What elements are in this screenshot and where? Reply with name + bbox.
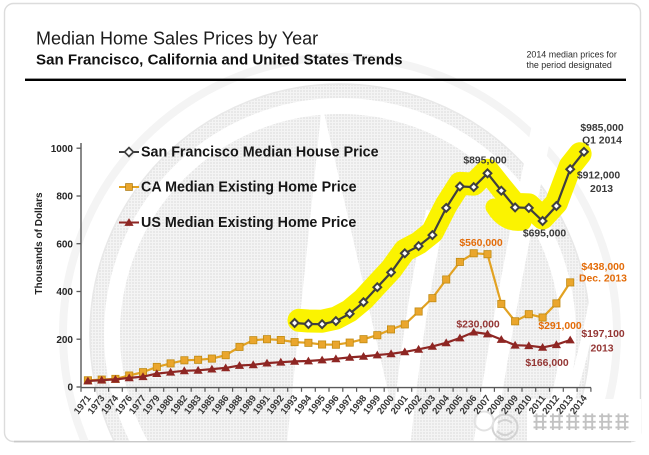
- svg-text:$291,000: $291,000: [538, 321, 582, 332]
- svg-text:200: 200: [56, 335, 73, 346]
- svg-text:San Francisco Median House Pri: San Francisco Median House Price: [141, 145, 379, 161]
- svg-text:$895,000: $895,000: [463, 156, 507, 167]
- svg-text:$166,000: $166,000: [525, 358, 569, 369]
- svg-text:$230,000: $230,000: [456, 320, 500, 331]
- svg-text:CA Median Existing Home Price: CA Median Existing Home Price: [141, 180, 357, 196]
- svg-text:Q1 2014: Q1 2014: [582, 136, 622, 147]
- svg-text:the period designated: the period designated: [527, 60, 612, 70]
- svg-text:$912,000: $912,000: [577, 171, 621, 182]
- svg-text:US Median Existing Home Price: US Median Existing Home Price: [141, 215, 356, 231]
- svg-text:600: 600: [56, 239, 73, 250]
- svg-text:San Francisco, California and: San Francisco, California and United Sta…: [36, 52, 403, 69]
- svg-text:Thousands of Dollars: Thousands of Dollars: [34, 192, 45, 295]
- svg-text:Dec. 2013: Dec. 2013: [579, 274, 627, 285]
- svg-text:2013: 2013: [590, 184, 613, 195]
- svg-text:$197,100: $197,100: [581, 329, 625, 340]
- svg-text:Median Home Sales Prices by Ye: Median Home Sales Prices by Year: [36, 29, 318, 49]
- svg-text:$438,000: $438,000: [581, 262, 625, 273]
- svg-text:2014 median prices for: 2014 median prices for: [527, 50, 617, 60]
- svg-text:2013: 2013: [590, 344, 613, 355]
- svg-text:400: 400: [56, 287, 73, 298]
- svg-text:$560,000: $560,000: [459, 238, 503, 249]
- svg-text:1000: 1000: [51, 144, 74, 155]
- svg-text:$985,000: $985,000: [580, 123, 624, 134]
- svg-text:0: 0: [67, 383, 73, 394]
- svg-text:800: 800: [56, 192, 73, 203]
- svg-text:$695,000: $695,000: [523, 229, 567, 240]
